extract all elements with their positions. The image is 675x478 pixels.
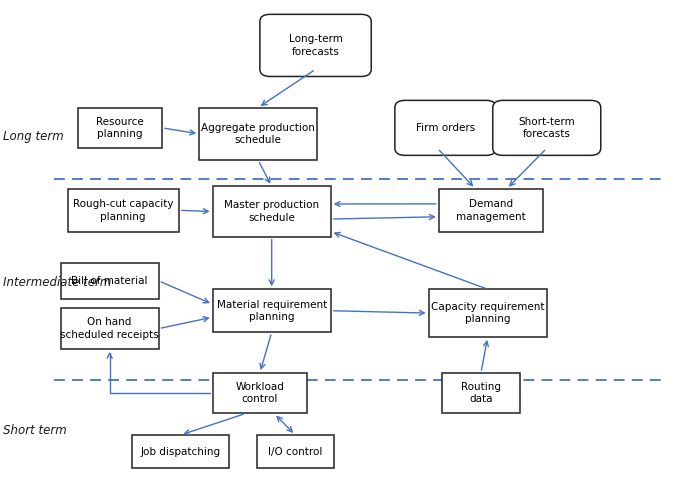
Text: Short-term
forecasts: Short-term forecasts bbox=[518, 117, 575, 139]
Text: Job dispatching: Job dispatching bbox=[140, 447, 221, 456]
FancyBboxPatch shape bbox=[213, 373, 307, 413]
Text: Material requirement
planning: Material requirement planning bbox=[217, 300, 327, 322]
Text: Capacity requirement
planning: Capacity requirement planning bbox=[431, 302, 545, 324]
FancyBboxPatch shape bbox=[260, 14, 371, 76]
FancyBboxPatch shape bbox=[442, 373, 520, 413]
FancyBboxPatch shape bbox=[78, 108, 162, 148]
FancyBboxPatch shape bbox=[61, 263, 159, 299]
Text: Workload
control: Workload control bbox=[236, 382, 284, 404]
Text: Master production
schedule: Master production schedule bbox=[224, 200, 319, 223]
FancyBboxPatch shape bbox=[68, 189, 179, 232]
Text: Demand
management: Demand management bbox=[456, 199, 526, 221]
FancyBboxPatch shape bbox=[61, 308, 159, 349]
Text: Long-term
forecasts: Long-term forecasts bbox=[289, 34, 342, 56]
FancyBboxPatch shape bbox=[439, 189, 543, 232]
Text: I/O control: I/O control bbox=[268, 447, 323, 456]
Text: Firm orders: Firm orders bbox=[416, 123, 475, 133]
FancyBboxPatch shape bbox=[213, 289, 331, 332]
FancyBboxPatch shape bbox=[256, 435, 334, 468]
FancyBboxPatch shape bbox=[395, 100, 496, 155]
Text: Long term: Long term bbox=[3, 130, 64, 143]
FancyBboxPatch shape bbox=[132, 435, 230, 468]
Text: On hand
scheduled receipts: On hand scheduled receipts bbox=[60, 317, 159, 340]
Text: Intermediate term: Intermediate term bbox=[3, 275, 112, 289]
Text: Routing
data: Routing data bbox=[461, 382, 501, 404]
Text: Resource
planning: Resource planning bbox=[96, 117, 144, 139]
Text: Bill of material: Bill of material bbox=[72, 276, 148, 286]
Text: Aggregate production
schedule: Aggregate production schedule bbox=[201, 123, 315, 145]
Text: Short term: Short term bbox=[3, 424, 67, 437]
FancyBboxPatch shape bbox=[493, 100, 601, 155]
FancyBboxPatch shape bbox=[429, 289, 547, 337]
FancyBboxPatch shape bbox=[213, 186, 331, 237]
Text: Rough-cut capacity
planning: Rough-cut capacity planning bbox=[73, 199, 173, 221]
FancyBboxPatch shape bbox=[199, 108, 317, 160]
